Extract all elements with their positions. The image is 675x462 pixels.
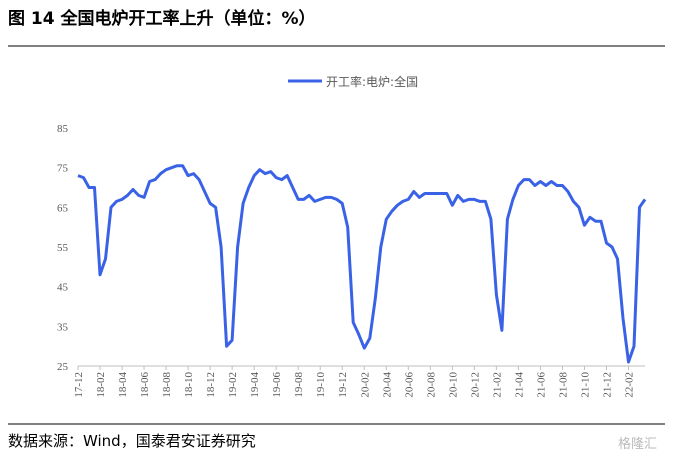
x-tick-label: 20-04 <box>381 372 393 398</box>
x-tick-label: 17-12 <box>73 372 85 398</box>
source: 数据来源：Wind，国泰君安证券研究 <box>8 432 256 450</box>
x-tick-label: 18-02 <box>95 372 107 398</box>
x-tick-label: 21-08 <box>557 372 569 398</box>
line-series <box>77 164 647 364</box>
y-tick-label: 85 <box>57 123 69 135</box>
y-tick-label: 25 <box>57 361 69 373</box>
x-tick-label: 21-10 <box>579 372 591 398</box>
x-tick-label: 19-08 <box>293 372 305 398</box>
x-tick-label: 21-04 <box>513 372 525 398</box>
x-tick-label: 22-02 <box>623 372 635 398</box>
x-tick-label: 19-10 <box>315 372 327 398</box>
x-tick-label: 18-12 <box>205 372 217 398</box>
legend-label: 开工率:电炉:全国 <box>326 74 418 89</box>
watermark: 格隆汇 <box>618 436 657 452</box>
x-tick-label: 20-02 <box>359 372 371 398</box>
x-tick-label: 19-04 <box>249 372 261 398</box>
x-tick-label: 18-08 <box>161 372 173 398</box>
x-tick-label: 20-06 <box>403 372 415 398</box>
y-tick-label: 55 <box>57 242 69 254</box>
x-tick-label: 20-08 <box>425 372 437 398</box>
y-tick-label: 65 <box>57 202 69 214</box>
x-tick-label: 21-02 <box>491 372 503 398</box>
x-tick-label: 19-12 <box>337 372 349 398</box>
x-tick-label: 19-06 <box>271 372 283 398</box>
x-tick-label: 21-06 <box>535 372 547 398</box>
x-tick-label: 20-12 <box>469 372 481 398</box>
x-tick-label: 19-02 <box>227 372 239 398</box>
x-tick-label: 18-06 <box>139 372 151 398</box>
x-tick-label: 18-04 <box>117 372 129 398</box>
y-tick-label: 45 <box>57 282 69 294</box>
x-tick-label: 20-10 <box>447 372 459 398</box>
chart-title: 图 14 全国电炉开工率上升（单位：%） <box>8 8 316 29</box>
y-tick-label: 35 <box>57 321 69 333</box>
y-tick-label: 75 <box>57 163 69 175</box>
x-tick-label: 21-12 <box>601 372 613 398</box>
x-tick-label: 18-10 <box>183 372 195 398</box>
